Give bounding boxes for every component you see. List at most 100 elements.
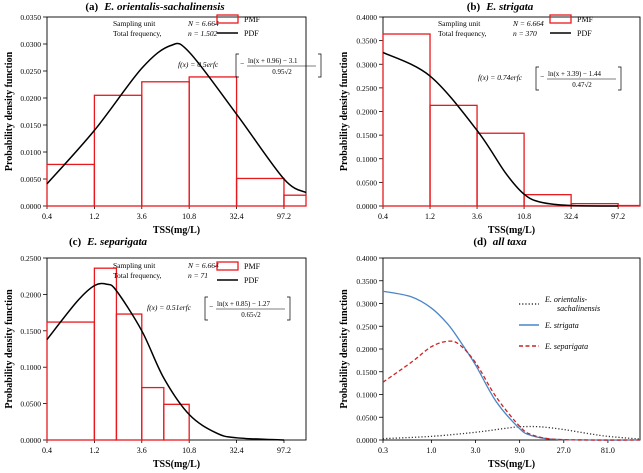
- info-n-total: n = 71: [188, 271, 208, 280]
- y-tick-label: 0.0000: [356, 436, 377, 445]
- y-tick-label: 0.1500: [356, 131, 377, 140]
- legend-label-0-line1: E. orientalis-: [544, 295, 588, 304]
- x-tick-label: 3.0: [471, 446, 481, 455]
- legend-pmf-swatch: [216, 14, 239, 24]
- x-tick-label: 0.4: [42, 212, 52, 221]
- x-tick-label: 9.0: [515, 446, 525, 455]
- y-tick-label: 0.0500: [356, 413, 377, 422]
- info-freq-label: Total frequency,: [113, 29, 162, 38]
- x-tick-label: 97.2: [277, 212, 291, 221]
- pmf-bar: [115, 313, 143, 441]
- y-tick-label: 0.2500: [356, 322, 377, 331]
- y-tick-label: 0.4000: [356, 13, 377, 22]
- pmf-bar: [382, 33, 431, 207]
- formula-bracket-right: [287, 296, 291, 321]
- chart-title: (a) E. orientalis-sachalinensis: [85, 1, 224, 13]
- x-tick-label: 0.4: [42, 446, 52, 455]
- x-tick-label: 3.6: [472, 212, 482, 221]
- formula-numerator: ln(x + 0.96) − 3.1: [248, 57, 298, 65]
- y-axis-label: Probability density function: [4, 289, 15, 409]
- legend-pmf-swatch: [549, 14, 572, 24]
- legend-label-2: E. separigata: [544, 342, 588, 351]
- legend-pmf-label: PMF: [244, 15, 261, 24]
- y-tick-label: 0.0150: [20, 121, 41, 130]
- chart-title: (b) E. strigata: [467, 1, 534, 13]
- legend-pmf-swatch: [216, 261, 239, 271]
- formula-bracket-right: [618, 66, 622, 91]
- x-axis-label: TSS(mg/L): [488, 225, 535, 236]
- chart-title-species: all taxa: [493, 236, 527, 248]
- chart-title-prefix: (a): [85, 1, 98, 13]
- x-tick-label: 32.4: [230, 446, 244, 455]
- series-line-0: [382, 425, 641, 440]
- info-sampling-label: Sampling unit: [113, 19, 156, 28]
- y-tick-label: 0.1500: [356, 368, 377, 377]
- chart-title-species: E. orientalis-sachalinensis: [103, 1, 224, 13]
- pmf-bar: [46, 163, 96, 207]
- chart-title-prefix: (d): [473, 236, 487, 248]
- y-tick-label: 0.3500: [356, 277, 377, 286]
- y-tick-label: 0.0000: [356, 202, 377, 211]
- y-tick-label: 0.2000: [356, 108, 377, 117]
- formula-numerator: ln(x + 3.39) − 1.44: [548, 70, 602, 78]
- formula-lhs: f(x) = 0.5erfc: [178, 60, 219, 69]
- x-tick-label: 10.8: [182, 446, 196, 455]
- pmf-bar: [141, 81, 190, 207]
- y-tick-label: 0.0350: [20, 13, 41, 22]
- pmf-bar: [163, 403, 190, 441]
- x-axis-label: TSS(mg/L): [153, 459, 200, 470]
- pmf-bar: [93, 94, 143, 207]
- y-tick-label: 0.0000: [20, 436, 41, 445]
- formula-lhs: f(x) = 0.51erfc: [147, 303, 192, 312]
- chart-panel-b: (b) E. strigata Probability density functi…: [339, 1, 641, 236]
- formula-minus: −: [240, 59, 244, 68]
- y-tick-label: 0.0250: [20, 67, 41, 76]
- pmf-bar: [93, 267, 118, 441]
- legend-pmf-label: PMF: [244, 262, 261, 271]
- x-tick-label: 3.6: [137, 446, 147, 455]
- info-n-sampling: N = 6.664: [187, 19, 219, 28]
- formula-bracket-left: [204, 296, 208, 321]
- legend-label-1: E. strigata: [544, 321, 579, 330]
- plot-area: [46, 16, 307, 207]
- y-tick-label: 0.2500: [356, 84, 377, 93]
- formula-denominator: 0.95√2: [272, 68, 292, 76]
- info-n-total: n = 1.502: [188, 29, 218, 38]
- chart-panel-c: (c) E. separigata Probability density func…: [4, 236, 307, 470]
- y-tick-label: 0.1000: [356, 391, 377, 400]
- plot-area: [46, 257, 307, 441]
- formula-lhs: f(x) = 0.74erfc: [478, 73, 523, 82]
- pmf-bar: [46, 321, 96, 441]
- x-tick-label: 3.6: [137, 212, 147, 221]
- y-tick-label: 0.0050: [20, 175, 41, 184]
- x-tick-label: 0.3: [378, 446, 388, 455]
- x-tick-label: 0.4: [378, 212, 388, 221]
- pmf-bar: [476, 132, 525, 207]
- x-tick-label: 10.8: [182, 212, 196, 221]
- info-n-sampling: N = 6.664: [512, 19, 544, 28]
- x-tick-label: 1.0: [426, 446, 436, 455]
- legend-label-0-line2: sachalinensis: [557, 304, 600, 313]
- pmf-bar: [235, 177, 285, 207]
- pmf-bar: [141, 386, 165, 441]
- chart-panel-d: (d) all taxa Probability density function T…: [339, 236, 641, 470]
- y-tick-label: 0.0500: [356, 178, 377, 187]
- chart-panel-a: (a) E. orientalis-sachalinensis Probabilit…: [4, 1, 322, 236]
- x-tick-label: 1.2: [89, 212, 99, 221]
- formula-denominator: 0.65√2: [241, 311, 261, 319]
- info-freq-label: Total frequency,: [438, 29, 487, 38]
- x-tick-label: 10.8: [517, 212, 531, 221]
- legend-pdf-label: PDF: [244, 29, 259, 38]
- formula-denominator: 0.47√2: [572, 81, 592, 89]
- y-axis-label: Probability density function: [339, 51, 350, 171]
- y-tick-label: 0.3500: [356, 37, 377, 46]
- chart-title: (d) all taxa: [473, 236, 527, 248]
- x-tick-label: 27.0: [557, 446, 571, 455]
- x-tick-label: 1.2: [425, 212, 435, 221]
- y-tick-label: 0.0300: [20, 40, 41, 49]
- series-line-1: [382, 290, 641, 441]
- x-tick-label: 32.4: [230, 212, 244, 221]
- pdf-curve: [46, 282, 284, 441]
- plot-area: [382, 257, 641, 441]
